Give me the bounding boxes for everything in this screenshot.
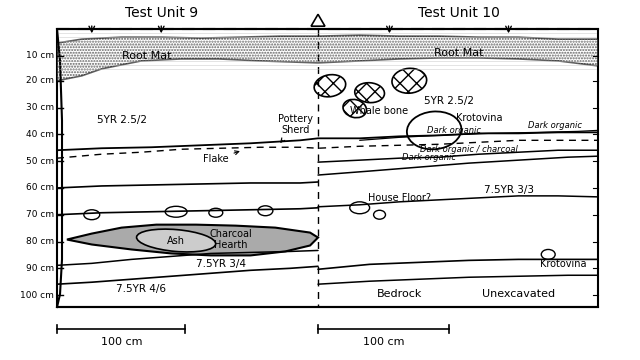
Ellipse shape (350, 202, 370, 214)
Text: 20 cm: 20 cm (26, 76, 54, 85)
Text: 30 cm: 30 cm (26, 103, 54, 112)
Text: 100 cm: 100 cm (100, 337, 142, 347)
Text: Root Mat: Root Mat (434, 48, 484, 58)
Ellipse shape (374, 210, 385, 219)
Ellipse shape (541, 249, 555, 260)
Text: 5YR 2.5/2: 5YR 2.5/2 (424, 96, 474, 105)
Text: Dark organic: Dark organic (529, 121, 582, 130)
Polygon shape (67, 225, 318, 255)
Text: Test Unit 9: Test Unit 9 (125, 6, 198, 20)
Ellipse shape (314, 75, 346, 97)
Polygon shape (57, 35, 598, 81)
Text: 60 cm: 60 cm (26, 184, 54, 193)
Text: 7.5YR 3/4: 7.5YR 3/4 (196, 259, 246, 269)
Ellipse shape (165, 206, 187, 217)
Ellipse shape (209, 208, 223, 217)
Text: 7.5YR 3/3: 7.5YR 3/3 (484, 185, 534, 195)
FancyBboxPatch shape (57, 29, 598, 307)
Polygon shape (311, 14, 325, 26)
Text: 90 cm: 90 cm (26, 264, 54, 273)
Text: Bedrock: Bedrock (377, 289, 422, 299)
Text: Charcoal
Hearth: Charcoal Hearth (209, 229, 252, 250)
Ellipse shape (343, 99, 367, 118)
Ellipse shape (84, 210, 100, 220)
Ellipse shape (258, 206, 273, 216)
Text: 100 cm: 100 cm (20, 291, 54, 300)
Text: Krotovina: Krotovina (540, 259, 586, 269)
Text: House Floor?: House Floor? (368, 193, 431, 203)
Text: 5YR 2.5/2: 5YR 2.5/2 (97, 116, 147, 126)
Text: 7.5YR 4/6: 7.5YR 4/6 (116, 284, 166, 294)
Text: Dark organic: Dark organic (427, 126, 481, 135)
Ellipse shape (407, 112, 461, 149)
Text: 80 cm: 80 cm (26, 237, 54, 246)
Text: Test Unit 10: Test Unit 10 (418, 6, 500, 20)
Text: 100 cm: 100 cm (363, 337, 404, 347)
Text: Dark organic: Dark organic (402, 153, 456, 162)
Text: Dark organic / charcoal: Dark organic / charcoal (420, 145, 518, 154)
Text: 70 cm: 70 cm (26, 210, 54, 219)
Text: Pottery
Sherd: Pottery Sherd (278, 114, 313, 142)
Text: 10 cm: 10 cm (26, 51, 54, 60)
Text: Root Mat: Root Mat (122, 51, 171, 61)
Text: Flake: Flake (203, 151, 239, 164)
Ellipse shape (355, 83, 385, 103)
Text: 50 cm: 50 cm (26, 157, 54, 166)
Text: Ash: Ash (167, 235, 185, 246)
Ellipse shape (136, 229, 216, 252)
Ellipse shape (392, 68, 427, 93)
Text: 40 cm: 40 cm (26, 130, 54, 139)
Text: Whale bone: Whale bone (351, 105, 408, 116)
Text: Krotovina: Krotovina (456, 113, 502, 123)
Text: Unexcavated: Unexcavated (482, 289, 555, 299)
